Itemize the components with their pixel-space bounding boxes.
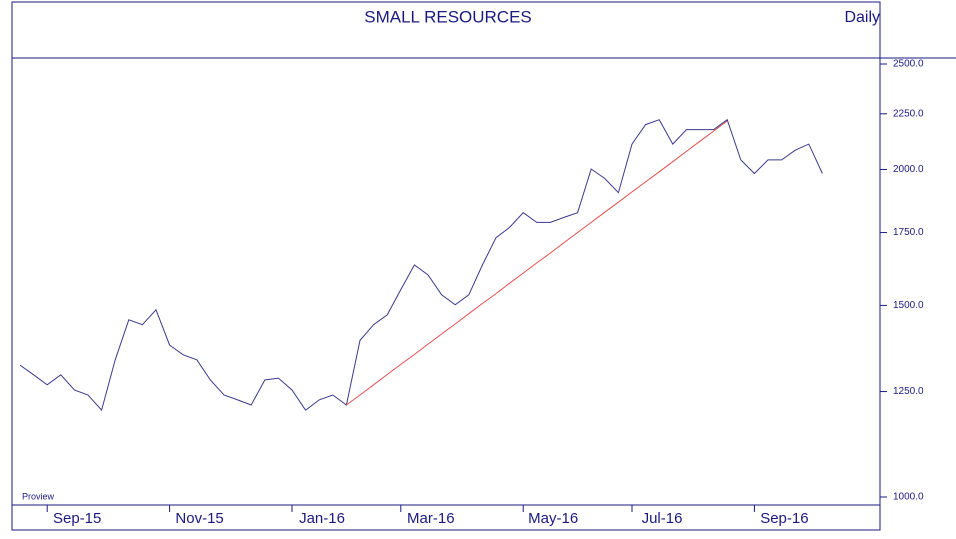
x-tick-label: Sep-16 — [760, 510, 808, 527]
y-tick-label: 2500.0 — [893, 59, 924, 70]
x-tick-label: Sep-15 — [53, 510, 101, 527]
x-tick-label: Mar-16 — [407, 510, 455, 527]
subtitle: Daily — [844, 9, 880, 26]
x-tick-label: Jan-16 — [299, 510, 345, 527]
frame — [11, 1, 881, 531]
x-tick-label: Jul-16 — [642, 510, 683, 527]
y-tick-label: 2250.0 — [893, 108, 924, 119]
x-tick-label: Nov-15 — [175, 510, 223, 527]
y-tick-label: 2000.0 — [893, 164, 924, 175]
y-tick-label: 1250.0 — [893, 386, 924, 397]
y-tick-label: 1500.0 — [893, 300, 924, 311]
y-tick-label: 1750.0 — [893, 227, 924, 238]
x-tick-label: May-16 — [528, 510, 578, 527]
watermark: Proview — [22, 491, 55, 501]
series-line — [19, 118, 823, 412]
series-line — [346, 120, 728, 406]
y-tick-label: 1000.0 — [893, 492, 924, 503]
chart-title: SMALL RESOURCES — [364, 7, 532, 26]
